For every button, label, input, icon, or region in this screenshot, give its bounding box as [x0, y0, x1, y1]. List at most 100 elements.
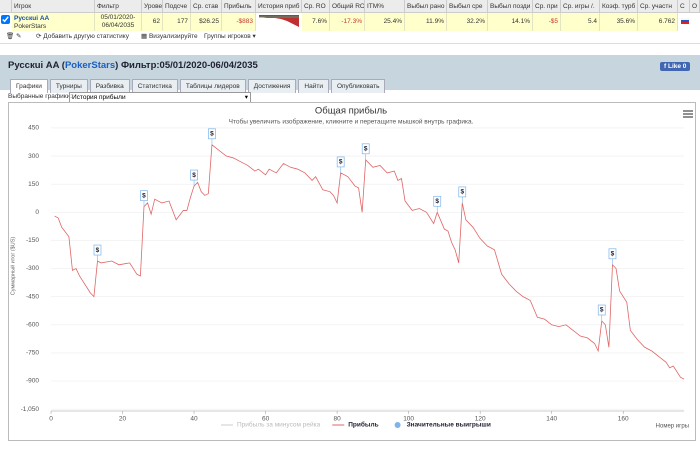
table-cell: 11.9% [405, 13, 447, 31]
like-button[interactable]: f Like 0 [660, 62, 691, 71]
flag-label: $ [460, 189, 464, 196]
table-cell: 32.2% [447, 13, 488, 31]
win-flag [597, 304, 606, 316]
menu-icon[interactable] [683, 110, 693, 118]
tab[interactable]: Турниры [49, 79, 88, 93]
flag-label: $ [192, 172, 196, 179]
y-axis-label: Суммарный итог ($US) [9, 237, 16, 296]
column-header: Ср. игры /. [561, 0, 600, 13]
tab[interactable]: Таблицы лидеров [179, 79, 246, 93]
y-tick-label: -300 [26, 265, 39, 272]
tab[interactable]: Статистика [131, 79, 178, 93]
y-tick-label: -900 [26, 378, 39, 385]
flag-label: $ [210, 131, 214, 138]
sparkline [259, 15, 299, 27]
y-tick-label: 300 [28, 153, 39, 160]
table-cell: 14.1% [488, 13, 533, 31]
title-bar: Pусскuі AA (PokerStars) Фильтр:05/01/202… [0, 55, 700, 93]
profit-line [54, 144, 685, 380]
column-header: ITM% [365, 0, 405, 13]
column-header: Подсче [163, 0, 191, 13]
win-flag [140, 190, 148, 202]
y-tick-label: -150 [26, 237, 39, 244]
column-header: Урове [142, 0, 163, 13]
chart: Общая прибыль Чтобы увеличить изображени… [8, 102, 696, 441]
flag-label: $ [600, 307, 604, 314]
toolbar-item[interactable]: ⟳ Добавить другую статистику [36, 33, 129, 40]
table-cell: 5.4 [561, 13, 600, 31]
table-cell: 6.762 [638, 13, 678, 31]
table-cell: -$883 [222, 13, 256, 31]
column-header: Ср. участн [638, 0, 678, 13]
y-tick-label: 450 [28, 125, 39, 132]
flag-label: $ [364, 146, 368, 153]
column-header: Прибыль [222, 0, 256, 13]
column-header: Общий ROI [330, 0, 365, 13]
table-cell: $26.25 [191, 13, 222, 31]
toolbar: 🗑 ✎ ⟳ Добавить другую статистику ▦ Визуа… [0, 31, 700, 44]
y-tick-label: 150 [28, 181, 39, 188]
legend-symbol [394, 422, 401, 428]
x-tick-label: 140 [546, 416, 557, 423]
win-flag [361, 143, 370, 155]
flag-label: $ [435, 198, 439, 205]
toolbar-item[interactable]: Группы игроков ▾ [204, 33, 256, 40]
table-cell: -$5 [533, 13, 561, 31]
chart-subtitle: Чтобы увеличить изображение, кликните и … [229, 118, 474, 126]
column-header: О [690, 0, 700, 13]
column-header: Ср. став [191, 0, 222, 13]
flag-label: $ [611, 251, 615, 258]
tab[interactable]: Разбивка [89, 79, 130, 93]
flag-label: $ [339, 159, 343, 166]
table-cell: 62 [142, 13, 163, 31]
table-cell: 35.6% [600, 13, 638, 31]
player-site: PokerStars [14, 23, 47, 30]
tabs: Графики Турниры Разбивка Статистика Таблицы … [10, 75, 387, 93]
y-tick-label: -1,050 [21, 406, 40, 413]
player-cell: Pусскuі AA PokerStars [12, 13, 95, 31]
y-tick-label: -600 [26, 321, 39, 328]
win-flag [93, 244, 102, 256]
win-flag [190, 169, 198, 181]
toolbar-item[interactable]: ▦ Визуализируйте [141, 33, 198, 40]
win-flag [608, 248, 617, 260]
legend-label: Прибыль [348, 421, 378, 429]
y-tick-label: -750 [26, 350, 39, 357]
table-cell: 177 [163, 13, 191, 31]
row-checkbox[interactable] [1, 15, 10, 24]
win-flag [336, 156, 345, 168]
table-cell: 25.4% [365, 13, 405, 31]
column-header: Выбыл сре [447, 0, 488, 13]
x-tick-label: 20 [119, 416, 127, 423]
flag-label: $ [96, 247, 100, 254]
column-header [0, 0, 12, 13]
table-cell: -17.3% [330, 13, 365, 31]
legend-label: Значительные выигрыши [407, 422, 491, 429]
x-tick-label: 60 [262, 416, 270, 423]
flag-icon [681, 18, 689, 24]
column-header: Ср. при [533, 0, 561, 13]
x-tick-label: 0 [49, 416, 53, 423]
column-header: Фильтр [95, 0, 142, 13]
flag-label: $ [142, 192, 146, 199]
tab[interactable]: Достижения [247, 79, 297, 93]
legend-label: Прибыль за минусом рейка [237, 421, 321, 429]
win-flag [208, 128, 216, 140]
x-tick-label: 40 [190, 416, 198, 423]
chart-title: Общая прибыль [315, 106, 387, 117]
column-header: Игрок [12, 0, 95, 13]
column-header: История приб [256, 0, 302, 13]
tab[interactable]: Найти [298, 79, 329, 93]
tab[interactable]: Опубликовать [330, 79, 386, 93]
x-tick-label: 120 [475, 416, 486, 423]
y-tick-label: -450 [26, 293, 39, 300]
x-tick-label: 160 [618, 416, 629, 423]
column-header: Выбыл рано [405, 0, 447, 13]
column-header: Ср. RO [302, 0, 330, 13]
title: Pусскuі AA (PokerStars) Фильтр:05/01/202… [8, 60, 258, 71]
player-name[interactable]: Pусскuі AA [14, 15, 50, 22]
y-tick-label: 0 [35, 209, 39, 216]
tab[interactable]: Графики [10, 79, 48, 93]
table-cell: 05/01/2020-06/04/2035 [95, 13, 142, 31]
